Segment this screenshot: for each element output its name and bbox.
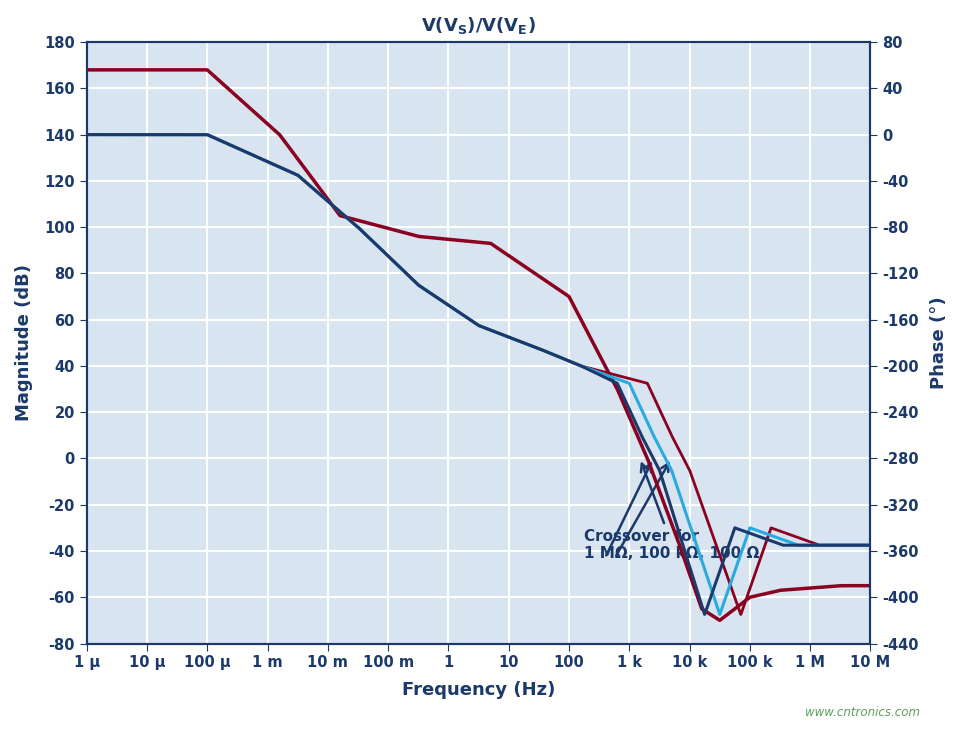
X-axis label: Frequency (Hz): Frequency (Hz) — [402, 682, 556, 699]
Text: www.cntronics.com: www.cntronics.com — [805, 706, 920, 719]
Y-axis label: Phase (°): Phase (°) — [930, 297, 948, 389]
Title: V(V$_\mathregular{S}$)/V(V$_\mathregular{E}$): V(V$_\mathregular{S}$)/V(V$_\mathregular… — [421, 15, 536, 36]
Text: Crossover for
1 MΩ, 100 kΩ, 100 Ω: Crossover for 1 MΩ, 100 kΩ, 100 Ω — [585, 464, 760, 561]
Y-axis label: Magnitude (dB): Magnitude (dB) — [15, 265, 33, 421]
